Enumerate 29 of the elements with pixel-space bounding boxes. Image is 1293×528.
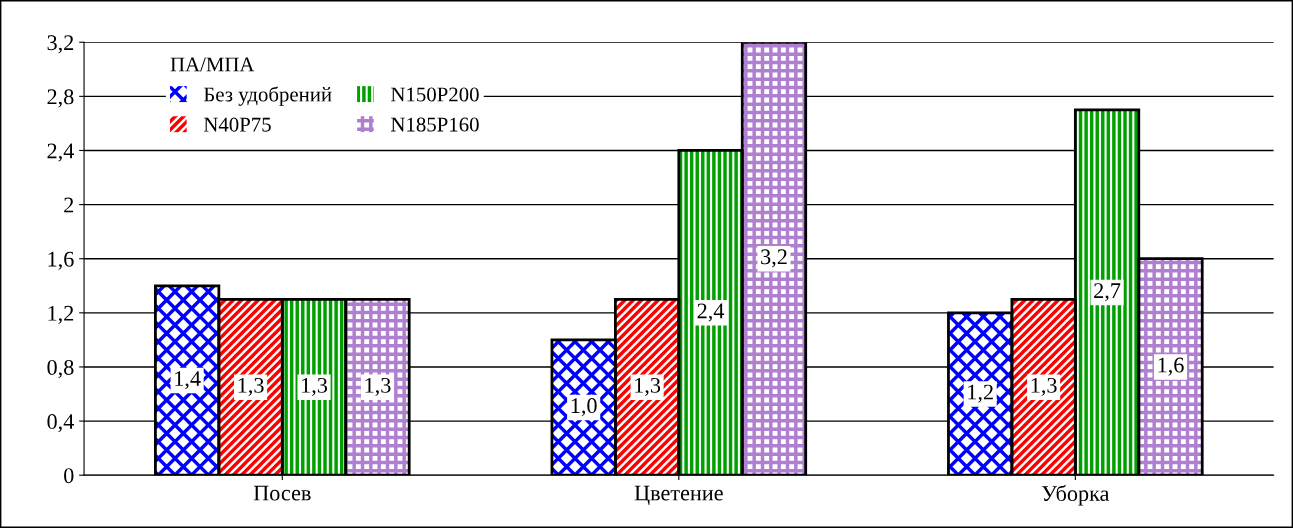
data-label: 3,2 <box>761 249 787 268</box>
legend-label: N150P200 <box>391 87 479 102</box>
data-label: 1,0 <box>571 398 597 417</box>
legend-label: Без удобрений <box>203 86 332 106</box>
x-tick-label: Цветение <box>634 485 723 506</box>
y-tick-label: 1,2 <box>48 305 74 324</box>
y-tick-label: 0,4 <box>47 414 74 433</box>
data-label: 1,4 <box>175 371 201 390</box>
x-tick-label: Посев <box>253 485 311 501</box>
y-tick-label: 0 <box>64 468 74 484</box>
legend-label: N185P160 <box>391 117 479 132</box>
data-label: 2,4 <box>697 303 725 322</box>
y-tick-label: 1,6 <box>48 251 74 270</box>
data-label: 1,3 <box>1031 377 1057 397</box>
data-label: 1,6 <box>1158 357 1184 376</box>
x-tick-label: Уборка <box>1041 484 1110 506</box>
y-tick-label: 0,8 <box>47 359 74 379</box>
y-tick-label: 2 <box>64 197 74 213</box>
data-label: 1,3 <box>302 377 328 397</box>
data-label: 1,3 <box>238 377 264 397</box>
data-label: 1,3 <box>635 377 661 397</box>
legend-label: N40P75 <box>203 117 271 132</box>
y-tick-label: 2,8 <box>47 89 74 108</box>
data-label: 1,3 <box>365 377 391 397</box>
y-tick-label: 2,4 <box>47 143 74 162</box>
data-label: 1,2 <box>968 384 993 403</box>
y-tick-label: 3,2 <box>47 35 74 54</box>
data-label: 2,7 <box>1094 283 1121 302</box>
legend-title: ПА/МПА <box>170 57 255 72</box>
